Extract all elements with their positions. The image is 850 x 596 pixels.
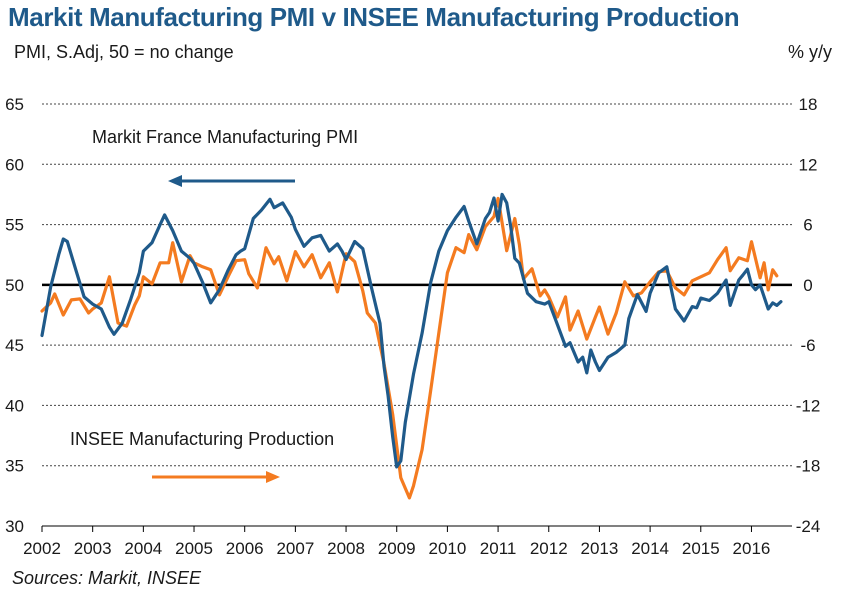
annotation-label-pmi: Markit France Manufacturing PMI xyxy=(92,127,358,147)
y-left-tick-label: 60 xyxy=(5,155,24,174)
annotations: Markit France Manufacturing PMI INSEE Man… xyxy=(70,127,358,483)
y-left-tick-label: 55 xyxy=(5,216,24,235)
x-tick-label: 2014 xyxy=(631,539,669,558)
series-line-pmi xyxy=(40,192,783,469)
annotation-arrowhead-pmi xyxy=(168,175,182,187)
series-lines xyxy=(40,192,783,500)
y-right-tick-label: -12 xyxy=(796,396,821,415)
y-left-tick-label: 40 xyxy=(5,396,24,415)
x-tick-label: 2004 xyxy=(124,539,162,558)
x-tick-label: 2012 xyxy=(530,539,568,558)
y-right-tick-label: -24 xyxy=(796,517,821,536)
right-axis-label: % y/y xyxy=(788,42,833,62)
y-left-tick-label: 50 xyxy=(5,276,24,295)
y-right-tick-label: 12 xyxy=(799,155,818,174)
y-right-tick-label: 18 xyxy=(799,95,818,114)
axes: 30 35 40 45 50 55 60 65 -24 -18 -12 -6 0 6 12 18 2002 200… xyxy=(5,95,820,558)
y-right-tick-label: -6 xyxy=(800,336,815,355)
x-tick-label: 2010 xyxy=(428,539,466,558)
y-left-tick-label: 65 xyxy=(5,95,24,114)
x-tick-label: 2006 xyxy=(226,539,264,558)
annotation-arrowhead-production xyxy=(266,471,280,483)
y-left-tick-label: 45 xyxy=(5,336,24,355)
chart-title: Markit Manufacturing PMI v INSEE Manufac… xyxy=(8,2,740,32)
y-right-tick-label: 0 xyxy=(803,276,812,295)
x-tick-label: 2008 xyxy=(327,539,365,558)
sources-note: Sources: Markit, INSEE xyxy=(12,568,202,588)
annotation-label-production: INSEE Manufacturing Production xyxy=(70,429,334,449)
y-left-tick-label: 30 xyxy=(5,517,24,536)
x-tick-label: 2005 xyxy=(175,539,213,558)
x-tick-label: 2013 xyxy=(581,539,619,558)
x-tick-label: 2002 xyxy=(23,539,61,558)
x-tick-label: 2003 xyxy=(74,539,112,558)
x-tick-label: 2009 xyxy=(378,539,416,558)
x-tick-label: 2011 xyxy=(480,539,517,558)
y-right-tick-label: -18 xyxy=(796,457,821,476)
x-tick-label: 2007 xyxy=(276,539,314,558)
x-tick-label: 2015 xyxy=(682,539,720,558)
y-left-tick-label: 35 xyxy=(5,457,24,476)
left-axis-label: PMI, S.Adj, 50 = no change xyxy=(14,42,234,62)
x-tick-label: 2016 xyxy=(733,539,771,558)
y-right-tick-label: 6 xyxy=(803,216,812,235)
